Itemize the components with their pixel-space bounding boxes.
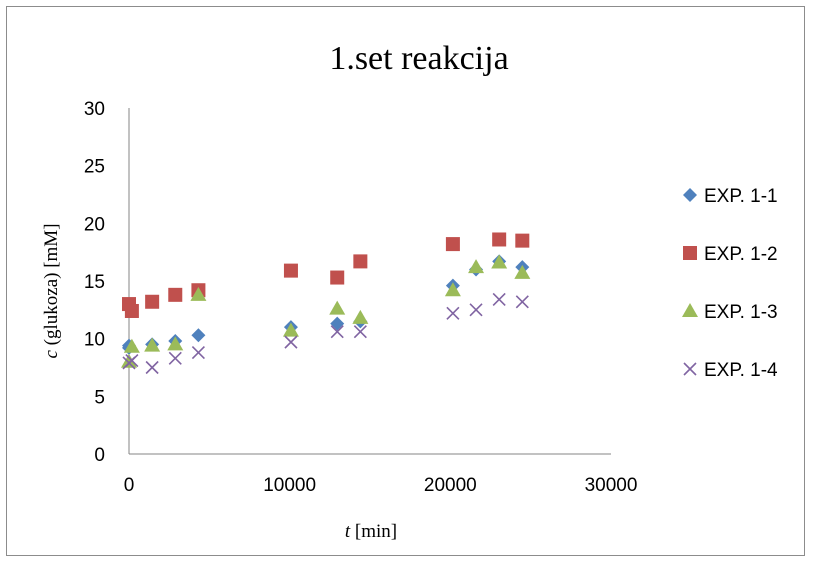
data-point	[125, 304, 139, 318]
data-point	[446, 237, 460, 251]
y-axis-label: c (glukoza) [mM]	[41, 223, 62, 358]
y-tick-label: 10	[84, 330, 105, 351]
y-axis-label-unit: (glukoza) [mM]	[41, 223, 62, 350]
y-tick-label: 25	[84, 157, 105, 178]
axes	[129, 108, 611, 454]
series-exp-1-3	[121, 255, 530, 368]
data-point	[283, 323, 299, 337]
data-point	[145, 295, 159, 309]
legend: EXP. 1-1 EXP. 1-2 EXP. 1-3 EXP. 1-4	[682, 186, 778, 381]
y-tick-label: 20	[84, 214, 105, 235]
legend-label: EXP. 1-3	[704, 302, 778, 323]
data-point	[285, 336, 297, 348]
series-exp-1-2	[122, 232, 529, 318]
x-axis-label-unit: [min]	[350, 521, 397, 542]
data-point	[167, 336, 183, 350]
data-point	[353, 254, 367, 268]
y-tick-label: 30	[84, 99, 105, 120]
data-point	[121, 354, 137, 368]
data-point	[146, 362, 158, 374]
data-point	[330, 271, 344, 285]
data-point	[516, 296, 528, 308]
x-tick-label: 30000	[585, 475, 638, 496]
legend-label: EXP. 1-2	[704, 244, 778, 265]
legend-label: EXP. 1-4	[704, 360, 778, 381]
legend-item: EXP. 1-4	[684, 360, 778, 381]
chart-frame: 1.set reakcija 0 5 10 15 20 25 30 0 10000 20000 30…	[6, 6, 805, 556]
tick-labels: 0 5 10 15 20 25 30 0 10000 20000 30000	[84, 99, 638, 496]
x-tick-label: 20000	[424, 475, 477, 496]
data-point	[284, 264, 298, 278]
legend-item: EXP. 1-3	[682, 302, 778, 323]
data-point	[447, 307, 459, 319]
legend-marker	[683, 188, 697, 202]
data-point	[168, 288, 182, 302]
x-tick-label: 10000	[263, 475, 316, 496]
legend-label: EXP. 1-1	[704, 186, 778, 207]
data-point	[470, 304, 482, 316]
data-points	[121, 232, 530, 373]
legend-marker	[682, 303, 698, 317]
scatter-chart: 1.set reakcija 0 5 10 15 20 25 30 0 10000 20000 30…	[7, 7, 806, 557]
data-point	[169, 352, 181, 364]
data-point	[191, 328, 205, 342]
data-point	[329, 301, 345, 315]
y-tick-label: 5	[94, 387, 105, 408]
legend-item: EXP. 1-1	[683, 186, 778, 207]
data-point	[493, 293, 505, 305]
legend-marker	[683, 246, 697, 260]
data-point	[515, 234, 529, 248]
y-tick-label: 0	[94, 445, 105, 466]
y-tick-label: 15	[84, 272, 105, 293]
data-point	[330, 317, 344, 331]
data-point	[468, 259, 484, 273]
legend-item: EXP. 1-2	[683, 244, 778, 265]
chart-title: 1.set reakcija	[329, 40, 508, 77]
data-point	[192, 347, 204, 359]
series-exp-1-4	[123, 293, 528, 373]
x-axis-label: t [min]	[345, 521, 397, 542]
series-exp-1-1	[122, 254, 529, 355]
x-tick-label: 0	[124, 475, 135, 496]
data-point	[352, 310, 368, 324]
legend-marker	[684, 363, 696, 375]
data-point	[492, 232, 506, 246]
